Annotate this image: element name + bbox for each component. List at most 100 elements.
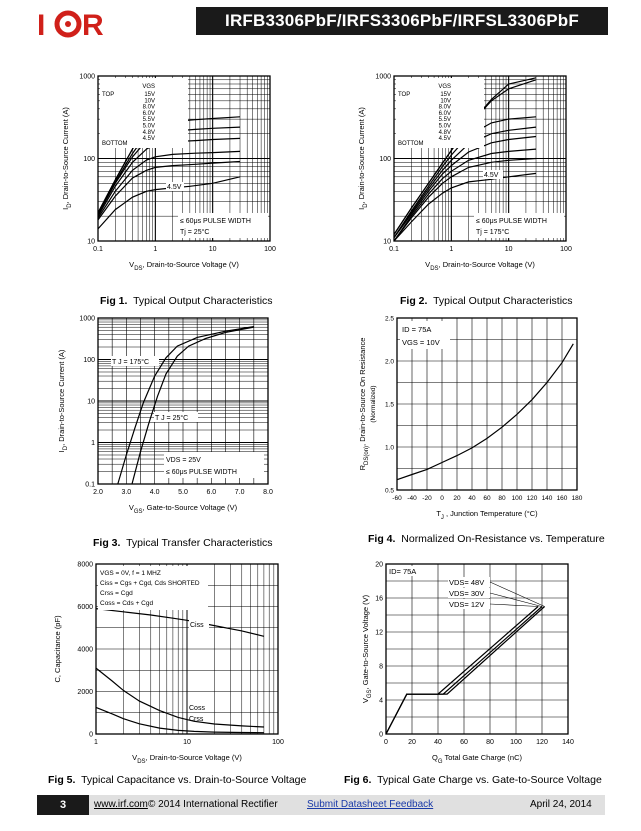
fig1-caption-text: Typical Output Characteristics	[133, 295, 273, 307]
fig4-y-tick-label: 0.5	[385, 488, 394, 495]
fig6-vds-bg	[448, 599, 490, 609]
fig2-note-bg	[474, 213, 564, 238]
fig5-x-tick-label: 100	[272, 739, 284, 746]
fig2-series-line-3	[393, 116, 537, 238]
fig5-ciss-bg	[189, 620, 209, 629]
page-title: IRFB3306PbF/IRFS3306PbF/IRFSL3306PbF	[225, 11, 579, 30]
fig6-vds-leader	[489, 581, 545, 607]
fig1-note-bg	[178, 213, 268, 238]
fig5-y-tick-label: 0	[89, 732, 93, 739]
fig5-series-group	[95, 608, 265, 734]
fig5-chart: 1 10 100 0 2000 4000 6000 8000 VDS, Drain-to-Sou…	[53, 562, 284, 766]
fig5-y-axis-label: C, Capacitance (pF)	[53, 615, 62, 683]
fig6-x-tick-label: 40	[434, 739, 442, 746]
fig4-caption-num: Fig 4.	[368, 533, 396, 545]
fig3-x-tick-label: 5.0	[178, 489, 188, 496]
fig1-legend-value: 4.5V	[143, 136, 155, 142]
fig5-series-line-1	[95, 608, 265, 637]
fig3-x-tick-label: 7.0	[235, 489, 245, 496]
fig3-pulse-note: ≤ 60μs PULSE WIDTH	[166, 469, 237, 476]
fig2-x-tick-label: 100	[560, 246, 572, 253]
fig2-legend-bottom: BOTTOM	[398, 141, 424, 147]
fig5-caption: Fig 5. Typical Capacitance vs. Drain-to-…	[48, 774, 306, 786]
fig4-caption: Fig 4. Normalized On-Resistance vs. Temp…	[368, 533, 605, 545]
fig2-caption-text: Typical Output Characteristics	[433, 295, 573, 307]
fig4-x-tick-label: 120	[527, 495, 538, 502]
fig3-y-axis-label: ID, Drain-to-Source Current (A)	[57, 349, 69, 452]
fig3-x-tick-label: 6.0	[206, 489, 216, 496]
fig4-x-tick-label: 40	[468, 495, 476, 502]
fig4-x-tick-label: 80	[498, 495, 506, 502]
fig6-vds-leader	[489, 603, 539, 607]
fig5-legend-bg	[98, 566, 208, 610]
fig4-y-tick-label: 1.5	[385, 402, 394, 409]
fig6-x-tick-label: 60	[460, 739, 468, 746]
fig5-plot-frame	[95, 563, 279, 735]
fig2-legend-value: 8.0V	[439, 105, 451, 111]
fig2-series-line-4	[393, 126, 537, 238]
fig6-series-group	[385, 606, 546, 735]
fig5-x-tick-label: 10	[183, 739, 191, 746]
fig1-chart: 0.1 1 10 100 10 100 1000 VDS, Drain-to-Source V…	[61, 74, 276, 273]
fig6-x-axis-label: QG Total Gate Charge (nC)	[432, 753, 523, 765]
feedback-link[interactable]: Submit Datasheet Feedback	[307, 799, 434, 810]
fig1-plot-frame	[97, 75, 271, 242]
fig1-legend-value: 15V	[144, 92, 155, 98]
fig5-coss-label: Coss	[189, 705, 205, 712]
fig6-x-tick-label: 0	[384, 739, 388, 746]
fig6-vds-label: VDS= 30V	[449, 589, 484, 598]
fig1-series-line-8	[97, 176, 241, 230]
fig5-legend-line: Coss = Cds + Cgd	[100, 600, 153, 607]
fig5-ciss-label: Ciss	[190, 622, 204, 629]
fig4-x-tick-label: 180	[572, 495, 583, 502]
fig3-x-tick-label: 3.0	[121, 489, 131, 496]
fig3-label2-bg	[154, 412, 198, 422]
fig2-x-tick-label: 1	[449, 246, 453, 253]
fig4-x-axis-label: TJ , Junction Temperature (°C)	[436, 509, 538, 521]
fig1-y-tick-label: 1000	[79, 74, 95, 81]
fig4-series-group	[396, 343, 574, 481]
fig6-vds-leader	[489, 592, 542, 607]
fig2-caption: Fig 2. Typical Output Characteristics	[400, 295, 573, 307]
svg-text:R: R	[82, 9, 104, 39]
fig1-legend-value: 8.0V	[143, 105, 155, 111]
fig6-vds-bg	[448, 577, 490, 587]
fig3-note-bg	[164, 452, 264, 478]
fig2-x-tick-label: 0.1	[389, 246, 399, 253]
fig1-x-tick-label: 10	[209, 246, 217, 253]
fig4-x-tick-label: 20	[453, 495, 461, 502]
fig4-y-tick-label: 2.5	[385, 316, 394, 323]
fig1-pulse-note: ≤ 60μs PULSE WIDTH	[180, 218, 251, 225]
fig6-y-tick-label: 4	[379, 698, 383, 705]
fig3-x-tick-label: 2.0	[93, 489, 103, 496]
footer-copyright: © 2014 International Rectifier	[148, 799, 278, 810]
fig6-caption-num: Fig 6.	[344, 774, 372, 786]
fig6-chart: 0 20 40 60 80 100 120 140 0 4 8 12 16 20 QG Total Gate…	[361, 562, 574, 766]
fig6-y-axis-label: VGS, Gate-to-Source Voltage (V)	[361, 594, 373, 703]
fig1-legend-value: 6.0V	[143, 111, 155, 117]
fig5-y-tick-label: 2000	[77, 689, 93, 696]
fig4-x-tick-label: 100	[512, 495, 523, 502]
fig2-y-tick-label: 100	[379, 156, 391, 163]
fig2-y-tick-label: 1000	[375, 74, 391, 81]
fig1-y-tick-label: 100	[83, 156, 95, 163]
fig6-id-note: ID= 75A	[389, 567, 416, 576]
fig6-x-tick-label: 100	[510, 739, 522, 746]
fig6-y-tick-label: 16	[375, 596, 383, 603]
footer-url-link[interactable]: www.irf.com	[94, 799, 148, 810]
fig3-plot-frame	[97, 317, 269, 485]
fig2-series-line-5	[393, 135, 537, 238]
fig1-series-line-6	[97, 150, 241, 219]
fig1-legend-bg	[100, 78, 188, 148]
fig3-chart: 2.0 3.0 4.0 5.0 6.0 7.0 8.0 0.1 1 10 100 1000 VGS, G…	[57, 316, 273, 516]
fig4-y-tick-label: 1.0	[385, 445, 394, 452]
fig3-vds-note: VDS = 25V	[166, 457, 201, 464]
fig4-y-tick-label: 2.0	[385, 359, 394, 366]
fig3-x-tick-label: 8.0	[263, 489, 273, 496]
fig4-chart: -60 -40 -20 0 20 40 60 80 100 120 140 160 180 0.5 1.0 1…	[358, 316, 583, 522]
fig3-label1-bg	[111, 356, 159, 366]
fig6-series-line-3	[385, 606, 539, 735]
fig6-caption-text: Typical Gate Charge vs. Gate-to-Source V…	[377, 774, 602, 786]
fig2-legend-heading: VGS	[438, 84, 451, 90]
fig2-y-tick-label: 10	[383, 239, 391, 246]
